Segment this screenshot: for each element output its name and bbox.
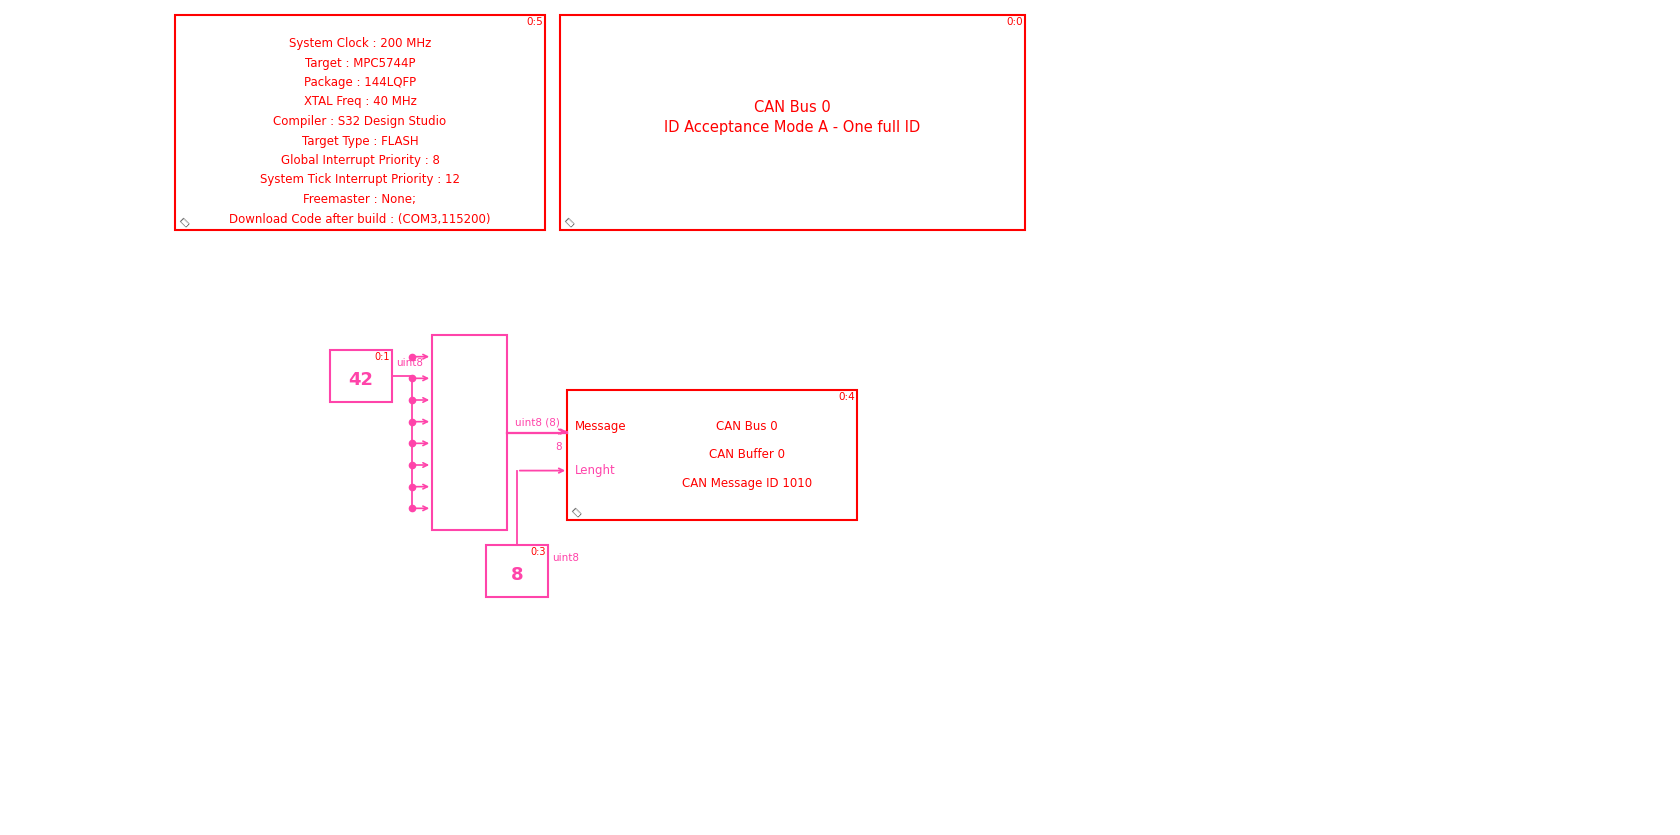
- Text: 8: 8: [511, 566, 522, 584]
- Text: Freemaster : None;: Freemaster : None;: [304, 193, 417, 206]
- Bar: [432, 335, 507, 530]
- Text: 0:0: 0:0: [1006, 17, 1023, 27]
- Text: CAN Buffer 0: CAN Buffer 0: [709, 448, 785, 462]
- Bar: [329, 350, 391, 402]
- Text: Global Interrupt Priority : 8: Global Interrupt Priority : 8: [281, 154, 438, 167]
- Text: Message: Message: [575, 420, 627, 433]
- Text: System Tick Interrupt Priority : 12: System Tick Interrupt Priority : 12: [260, 174, 460, 186]
- Text: uint8: uint8: [396, 358, 423, 368]
- Text: System Clock : 200 MHz: System Clock : 200 MHz: [289, 37, 432, 50]
- Text: Target : MPC5744P: Target : MPC5744P: [304, 57, 415, 69]
- Text: Download Code after build : (COM3,115200): Download Code after build : (COM3,115200…: [228, 212, 491, 225]
- Text: Package : 144LQFP: Package : 144LQFP: [304, 76, 417, 89]
- Text: uint8 (8): uint8 (8): [514, 418, 559, 428]
- Bar: [486, 545, 548, 597]
- Text: Compiler : S32 Design Studio: Compiler : S32 Design Studio: [274, 115, 447, 128]
- Bar: [175, 15, 544, 230]
- Text: uint8: uint8: [551, 553, 578, 563]
- Text: XTAL Freq : 40 MHz: XTAL Freq : 40 MHz: [304, 95, 417, 109]
- Text: 8: 8: [554, 443, 561, 453]
- Text: CAN Message ID 1010: CAN Message ID 1010: [682, 477, 811, 490]
- Text: CAN Bus 0: CAN Bus 0: [716, 420, 778, 433]
- Text: 0:5: 0:5: [526, 17, 543, 27]
- Text: 0:4: 0:4: [838, 392, 855, 402]
- Text: ID Acceptance Mode A - One full ID: ID Acceptance Mode A - One full ID: [664, 120, 921, 135]
- Text: 42: 42: [348, 371, 373, 389]
- Text: Target Type : FLASH: Target Type : FLASH: [301, 134, 418, 148]
- Text: CAN Bus 0: CAN Bus 0: [754, 100, 830, 115]
- Text: Lenght: Lenght: [575, 464, 615, 477]
- Text: 0:3: 0:3: [531, 547, 546, 557]
- Bar: [566, 390, 857, 520]
- Text: ⛓: ⛓: [178, 215, 190, 227]
- Text: ⛓: ⛓: [564, 215, 575, 227]
- Text: 0:1: 0:1: [375, 352, 390, 362]
- Text: ⛓: ⛓: [571, 506, 581, 517]
- Bar: [559, 15, 1025, 230]
